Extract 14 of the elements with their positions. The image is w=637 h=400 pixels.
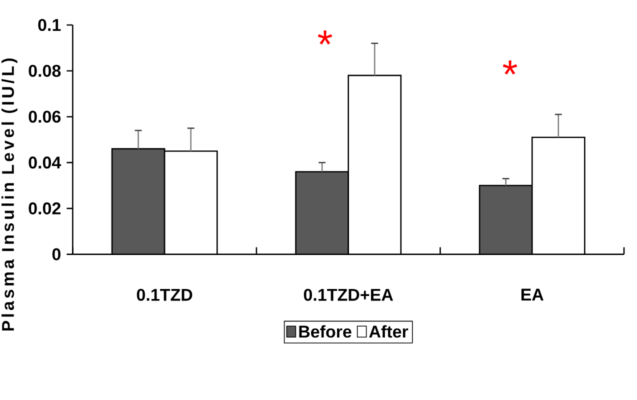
x-tick-label: EA <box>521 288 544 301</box>
x-tick-label: 0.1TZD+EA <box>304 288 394 301</box>
annotation: * <box>318 30 332 45</box>
y-tick-label: 0.1 <box>38 18 61 32</box>
y-tick-label: 0.06 <box>28 110 61 123</box>
legend-label: After <box>369 325 408 338</box>
y-axis-title: Plasma Insulin Level (IU/L) <box>2 58 18 331</box>
y-tick-label: 0 <box>52 248 60 260</box>
y-tick-label: 0.02 <box>28 202 61 214</box>
legend-label: Before <box>299 325 352 338</box>
annotation: * <box>502 60 518 75</box>
y-tick-label: 0.08 <box>28 64 61 77</box>
x-tick-label: 0.1TZD <box>136 288 192 301</box>
y-tick-label: 0.04 <box>28 156 62 169</box>
